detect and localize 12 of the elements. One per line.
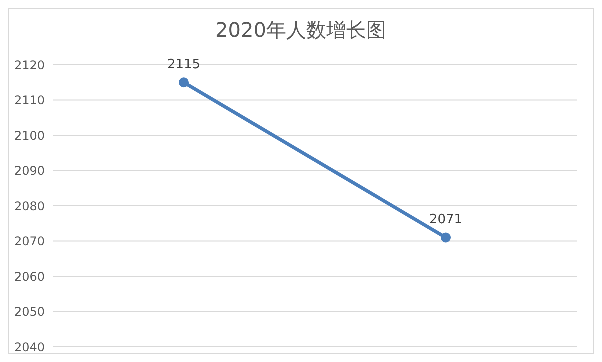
y-tick-label: 2040 [14, 340, 45, 354]
y-tick-label: 2080 [14, 199, 45, 214]
y-tick-label: 2110 [14, 94, 45, 108]
y-tick-label: 2100 [14, 128, 45, 143]
y-tick-label: 2060 [14, 270, 45, 284]
data-label: 2071 [429, 212, 463, 228]
y-tick-label: 2050 [14, 305, 45, 320]
chart-title: 2020年人数增长图 [214, 17, 388, 44]
y-tick-label: 2070 [14, 234, 45, 249]
y-tick-label: 2120 [14, 58, 45, 72]
data-label: 2115 [167, 58, 201, 73]
y-tick-label: 2090 [14, 164, 45, 178]
